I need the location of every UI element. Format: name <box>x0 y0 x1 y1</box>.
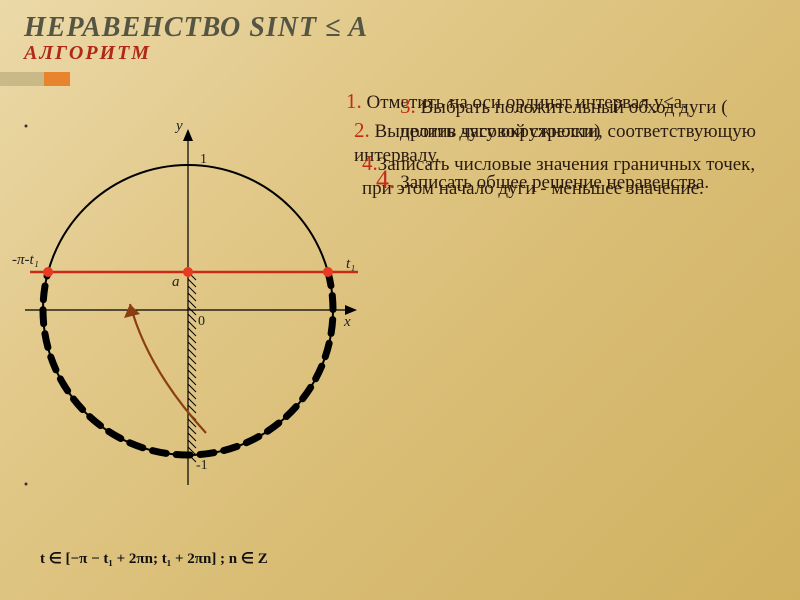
origin-label: 0 <box>198 314 205 330</box>
page-subtitle: АЛГОРИТМ <box>24 42 776 65</box>
step-1-num: 1. <box>346 89 362 113</box>
solution-formula: t ∈ [−π − t₁ + 2πn; t₁ + 2πn] ; n ∈ Z <box>40 549 268 568</box>
a-label: a <box>172 274 180 291</box>
step-2-num: 2. <box>354 118 370 142</box>
step-5-text: Записать общее решение неравенства. <box>396 172 710 193</box>
y-axis-label: y <box>176 118 183 135</box>
step-3-num: 3. <box>400 94 416 118</box>
tick-1-bot: -1 <box>196 458 208 474</box>
page-title: НЕРАВЕНСТВО SINT ≤ A <box>24 12 776 44</box>
algorithm-steps: 1. Отметить на оси ординат интервал y≤a.… <box>346 88 790 309</box>
step-5: 4. Записать общее решение неравенства. <box>376 164 776 197</box>
step-5-num: 4. <box>376 165 396 194</box>
circle-svg <box>18 110 358 500</box>
tick-1-top: 1 <box>200 152 207 168</box>
step-3: 3. Выбрать положительный обход дуги ( пр… <box>400 93 770 144</box>
pi-t1-label: -π-t₁ <box>12 252 39 269</box>
x-axis-label: x <box>344 314 351 331</box>
content-area: y x 0 1 -1 a -π-t₁ t₁ t ∈ [−π − t₁ + 2πn… <box>0 88 800 600</box>
accent-bar <box>0 72 70 86</box>
step-3-text: Выбрать положительный обход дуги ( проти… <box>400 97 728 142</box>
unit-circle-diagram: y x 0 1 -1 a -π-t₁ <box>18 110 358 500</box>
